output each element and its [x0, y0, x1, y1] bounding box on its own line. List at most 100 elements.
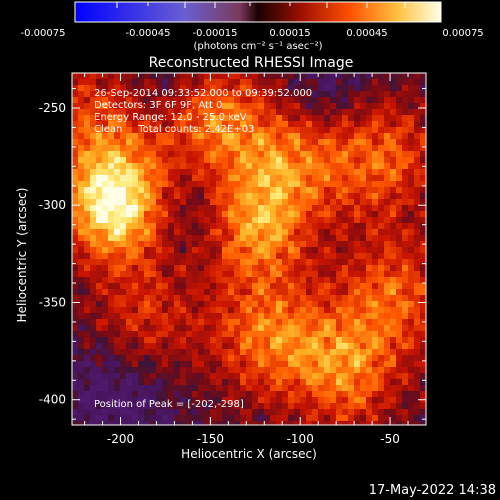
heatmap-cell — [414, 259, 420, 265]
heatmap-cell — [306, 391, 312, 397]
heatmap-cell — [324, 79, 330, 85]
heatmap-cell — [246, 289, 252, 295]
heatmap-cell — [192, 295, 198, 301]
heatmap-cell — [306, 85, 312, 91]
heatmap-cell — [336, 289, 342, 295]
heatmap-cell — [408, 79, 414, 85]
heatmap-cell — [72, 109, 78, 115]
heatmap-cell — [384, 133, 390, 139]
heatmap-cell — [252, 175, 258, 181]
heatmap-cell — [354, 127, 360, 133]
heatmap-cell — [288, 277, 294, 283]
heatmap-cell — [384, 73, 390, 79]
heatmap-cell — [192, 73, 198, 79]
heatmap-cell — [126, 229, 132, 235]
heatmap-cell — [336, 409, 342, 415]
heatmap-cell — [402, 91, 408, 97]
heatmap-cell — [168, 385, 174, 391]
heatmap-cell — [78, 241, 84, 247]
heatmap-cell — [216, 349, 222, 355]
heatmap-cell — [240, 127, 246, 133]
heatmap-cell — [222, 235, 228, 241]
heatmap-cell — [312, 253, 318, 259]
heatmap-cell — [294, 283, 300, 289]
heatmap-cell — [216, 337, 222, 343]
heatmap-cell — [156, 97, 162, 103]
heatmap-cell — [420, 73, 426, 79]
heatmap-cell — [372, 229, 378, 235]
heatmap-cell — [306, 397, 312, 403]
heatmap-cell — [138, 163, 144, 169]
heatmap-cell — [420, 181, 426, 187]
heatmap-cell — [234, 241, 240, 247]
heatmap-cell — [282, 259, 288, 265]
heatmap-cell — [150, 289, 156, 295]
heatmap-cell — [264, 277, 270, 283]
heatmap-cell — [216, 175, 222, 181]
heatmap-cell — [420, 247, 426, 253]
heatmap-cell — [90, 367, 96, 373]
heatmap-cell — [252, 385, 258, 391]
heatmap-cell — [258, 199, 264, 205]
heatmap-cell — [162, 313, 168, 319]
heatmap-cell — [324, 151, 330, 157]
heatmap-cell — [180, 241, 186, 247]
heatmap-cell — [120, 271, 126, 277]
heatmap-cell — [114, 301, 120, 307]
heatmap-cell — [246, 301, 252, 307]
heatmap-cell — [168, 349, 174, 355]
heatmap-cell — [216, 421, 222, 425]
heatmap-cell — [198, 85, 204, 91]
heatmap-cell — [234, 253, 240, 259]
heatmap-cell — [180, 97, 186, 103]
heatmap-cell — [240, 349, 246, 355]
heatmap-cell — [126, 361, 132, 367]
heatmap-cell — [288, 151, 294, 157]
heatmap-cell — [312, 283, 318, 289]
heatmap-cell — [96, 295, 102, 301]
heatmap-cell — [324, 181, 330, 187]
y-tick-label: -400 — [39, 393, 66, 407]
heatmap-cell — [186, 151, 192, 157]
heatmap-cell — [84, 391, 90, 397]
heatmap-cell — [222, 385, 228, 391]
heatmap-cell — [102, 217, 108, 223]
heatmap-cell — [204, 325, 210, 331]
heatmap-cell — [216, 223, 222, 229]
heatmap-cell — [192, 247, 198, 253]
heatmap-cell — [78, 235, 84, 241]
heatmap-cell — [186, 85, 192, 91]
heatmap-cell — [318, 307, 324, 313]
heatmap-cell — [222, 397, 228, 403]
heatmap-cell — [138, 217, 144, 223]
heatmap-cell — [192, 229, 198, 235]
heatmap-cell — [144, 205, 150, 211]
heatmap-cell — [204, 301, 210, 307]
heatmap-cell — [270, 295, 276, 301]
heatmap-cell — [90, 139, 96, 145]
heatmap-cell — [366, 247, 372, 253]
heatmap-cell — [246, 91, 252, 97]
heatmap-cell — [396, 169, 402, 175]
heatmap-cell — [294, 355, 300, 361]
heatmap-cell — [390, 421, 396, 425]
heatmap-cell — [162, 277, 168, 283]
heatmap-cell — [168, 193, 174, 199]
heatmap-cell — [312, 157, 318, 163]
heatmap-cell — [96, 259, 102, 265]
heatmap-cell — [108, 247, 114, 253]
heatmap-cell — [288, 139, 294, 145]
heatmap-cell — [288, 229, 294, 235]
heatmap-cell — [138, 421, 144, 425]
heatmap-cell — [360, 319, 366, 325]
heatmap-cell — [312, 337, 318, 343]
heatmap-cell — [318, 367, 324, 373]
heatmap-cell — [402, 343, 408, 349]
heatmap-cell — [90, 217, 96, 223]
heatmap-cell — [72, 229, 78, 235]
heatmap-cell — [126, 127, 132, 133]
heatmap-cell — [156, 343, 162, 349]
heatmap-cell — [420, 85, 426, 91]
heatmap-cell — [402, 217, 408, 223]
heatmap-cell — [204, 367, 210, 373]
